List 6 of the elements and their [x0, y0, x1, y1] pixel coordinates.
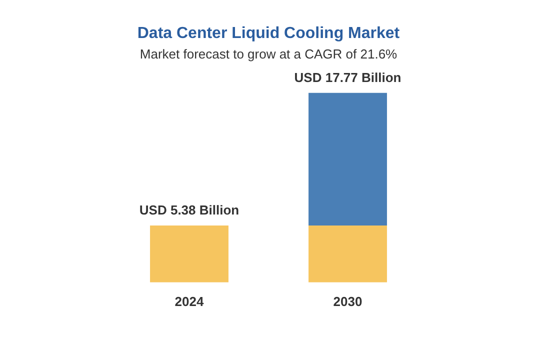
total-label: USD 17.77 Billion [294, 70, 402, 85]
total-label: USD 5.38 Billion [139, 202, 240, 218]
x-tick-label: 2030 [333, 294, 362, 309]
x-tick-label: 2024 [174, 294, 204, 309]
chart-subtitle: Market forecast to grow at a CAGR of 21.6% [140, 46, 398, 62]
chart-title: Data Center Liquid Cooling Market [137, 25, 400, 42]
